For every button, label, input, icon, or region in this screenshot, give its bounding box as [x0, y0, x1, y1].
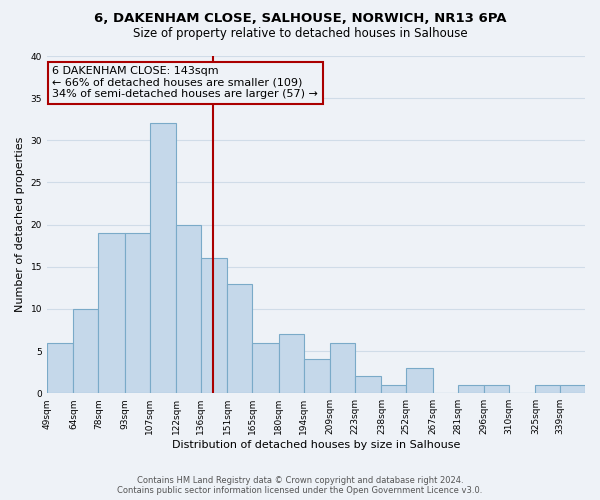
Text: 6, DAKENHAM CLOSE, SALHOUSE, NORWICH, NR13 6PA: 6, DAKENHAM CLOSE, SALHOUSE, NORWICH, NR… — [94, 12, 506, 26]
Text: Contains HM Land Registry data © Crown copyright and database right 2024.
Contai: Contains HM Land Registry data © Crown c… — [118, 476, 482, 495]
Bar — [252, 342, 279, 393]
Bar — [125, 233, 149, 393]
Bar — [176, 224, 201, 393]
Bar — [355, 376, 382, 393]
Bar — [560, 385, 585, 393]
Bar — [330, 342, 355, 393]
Text: 6 DAKENHAM CLOSE: 143sqm
← 66% of detached houses are smaller (109)
34% of semi-: 6 DAKENHAM CLOSE: 143sqm ← 66% of detach… — [52, 66, 318, 100]
Bar — [304, 360, 330, 393]
Bar — [73, 309, 98, 393]
Bar — [98, 233, 125, 393]
Bar — [47, 342, 73, 393]
Bar — [535, 385, 560, 393]
Bar — [149, 124, 176, 393]
Bar — [406, 368, 433, 393]
Bar — [458, 385, 484, 393]
Bar — [382, 385, 406, 393]
Bar — [201, 258, 227, 393]
Bar — [484, 385, 509, 393]
Text: Size of property relative to detached houses in Salhouse: Size of property relative to detached ho… — [133, 28, 467, 40]
Bar — [227, 284, 252, 393]
Y-axis label: Number of detached properties: Number of detached properties — [15, 137, 25, 312]
Bar — [279, 334, 304, 393]
X-axis label: Distribution of detached houses by size in Salhouse: Distribution of detached houses by size … — [172, 440, 460, 450]
